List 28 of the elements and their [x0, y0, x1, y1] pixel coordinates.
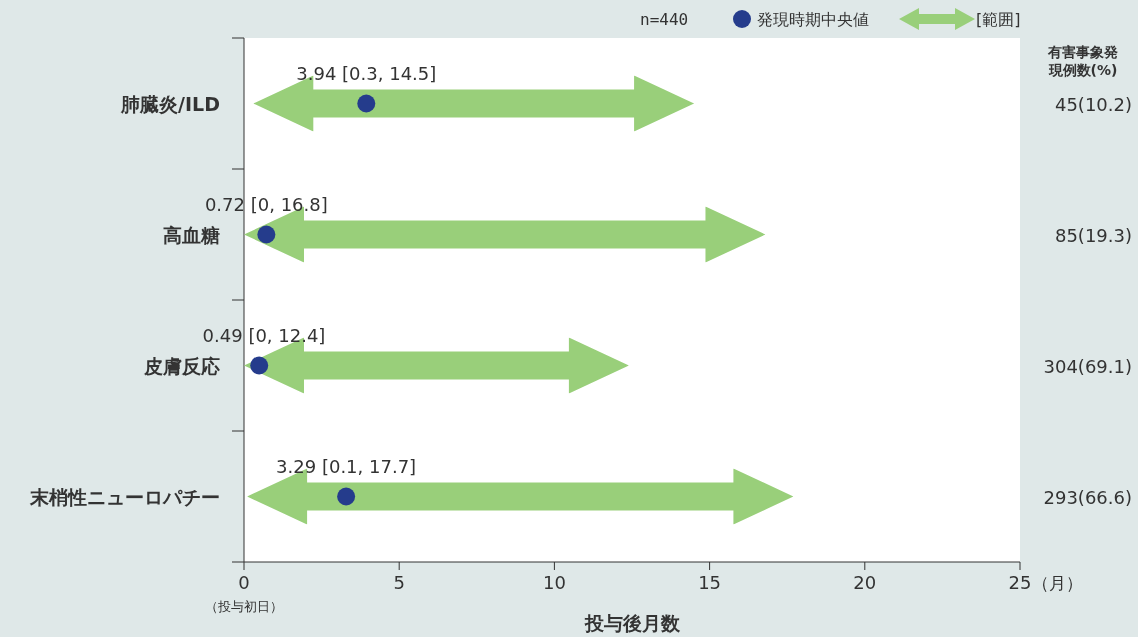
- text: n=440: [640, 10, 689, 29]
- x-tick-label: 20: [853, 572, 877, 593]
- text: （月）: [1032, 573, 1083, 593]
- x-tick-label: 25: [1008, 572, 1032, 593]
- data-label: 3.29 [0.1, 17.7]: [276, 455, 417, 477]
- point: [257, 225, 276, 244]
- legend-label: [範囲]: [976, 10, 1021, 29]
- text: 293(66.6): [1043, 486, 1132, 508]
- legend-label: 発現時期中央値: [757, 10, 869, 29]
- x-axis-title: 投与後月数: [583, 612, 681, 634]
- y-tick-label: 肺臓炎/ILD: [120, 92, 220, 115]
- point: [357, 94, 376, 113]
- data-label: 0.72 [0, 16.8]: [204, 193, 328, 215]
- point: [250, 356, 269, 375]
- y-tick-label: 皮膚反応: [143, 354, 220, 377]
- text: 304(69.1): [1043, 355, 1132, 377]
- x-tick-label: 0 （投与初日）: [205, 572, 283, 614]
- text: 85(19.3): [1054, 224, 1132, 246]
- data-label: 3.94 [0.3, 14.5]: [296, 62, 437, 84]
- text: 有害事象発現例数(%): [1047, 44, 1118, 79]
- y-tick-label: 高血糖: [163, 223, 220, 246]
- x-tick-label: 15: [698, 572, 722, 593]
- x-tick-label: 10: [542, 572, 566, 593]
- data-label: 0.49 [0, 12.4]: [202, 324, 326, 346]
- text: 45(10.2): [1054, 93, 1132, 115]
- x-tick-label: 5: [393, 572, 405, 593]
- point: [337, 487, 356, 506]
- y-tick-label: 末梢性ニューロパチー: [29, 485, 220, 508]
